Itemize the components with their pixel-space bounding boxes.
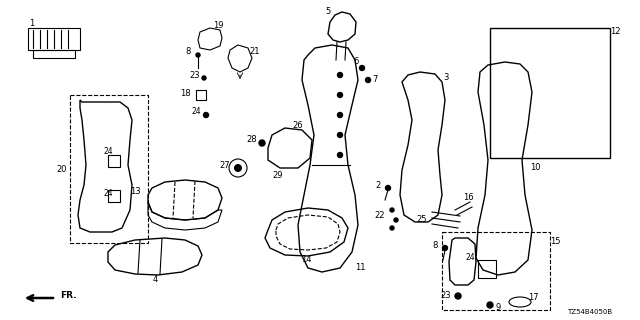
Circle shape [442, 245, 447, 251]
Circle shape [360, 66, 365, 70]
Circle shape [202, 76, 206, 80]
Circle shape [196, 53, 200, 57]
Text: 24: 24 [103, 188, 113, 197]
Text: 27: 27 [220, 161, 230, 170]
Text: 23: 23 [189, 71, 200, 81]
Text: 25: 25 [417, 215, 428, 225]
Circle shape [234, 164, 242, 172]
Circle shape [337, 92, 342, 98]
Text: 16: 16 [463, 194, 474, 203]
Circle shape [390, 208, 394, 212]
Text: 18: 18 [180, 89, 190, 98]
Text: 22: 22 [375, 211, 385, 220]
Circle shape [337, 73, 342, 77]
Circle shape [337, 132, 342, 138]
Text: 5: 5 [325, 7, 331, 17]
Text: 9: 9 [495, 303, 500, 313]
Text: 8: 8 [432, 242, 438, 251]
Text: 24: 24 [465, 253, 475, 262]
Text: 11: 11 [355, 263, 365, 273]
Text: TZ54B4050B: TZ54B4050B [567, 309, 612, 315]
Circle shape [487, 302, 493, 308]
Text: 7: 7 [372, 76, 378, 84]
Text: 19: 19 [212, 21, 223, 30]
Circle shape [394, 218, 398, 222]
Text: 4: 4 [152, 276, 157, 284]
Circle shape [390, 226, 394, 230]
Bar [478, 260, 496, 278]
Bar [70, 95, 148, 243]
Text: 23: 23 [441, 292, 451, 300]
Text: 21: 21 [250, 47, 260, 57]
Circle shape [365, 77, 371, 83]
Bar [196, 90, 206, 100]
Text: 29: 29 [273, 171, 284, 180]
Text: 10: 10 [530, 164, 540, 172]
Text: 28: 28 [246, 135, 257, 145]
Circle shape [337, 113, 342, 117]
Text: 17: 17 [528, 293, 538, 302]
Bar [33, 50, 75, 58]
Text: 20: 20 [57, 165, 67, 174]
Text: 8: 8 [186, 47, 191, 57]
Bar [490, 28, 610, 158]
Bar [28, 28, 80, 50]
Text: 1: 1 [29, 20, 35, 28]
Circle shape [259, 140, 265, 146]
Bar [108, 155, 120, 167]
Text: 12: 12 [610, 28, 620, 36]
Text: 24: 24 [191, 108, 201, 116]
Text: 14: 14 [301, 255, 311, 265]
Circle shape [385, 186, 390, 190]
Text: FR.: FR. [60, 292, 77, 300]
Text: 3: 3 [444, 74, 449, 83]
Text: 2: 2 [376, 181, 381, 190]
Circle shape [204, 113, 209, 117]
Circle shape [337, 153, 342, 157]
Text: 15: 15 [550, 237, 560, 246]
Text: 6: 6 [353, 58, 358, 67]
Text: 26: 26 [292, 122, 303, 131]
Circle shape [455, 293, 461, 299]
Text: 24: 24 [103, 148, 113, 156]
Bar [108, 190, 120, 202]
Bar [442, 232, 550, 310]
Text: 13: 13 [130, 188, 140, 196]
